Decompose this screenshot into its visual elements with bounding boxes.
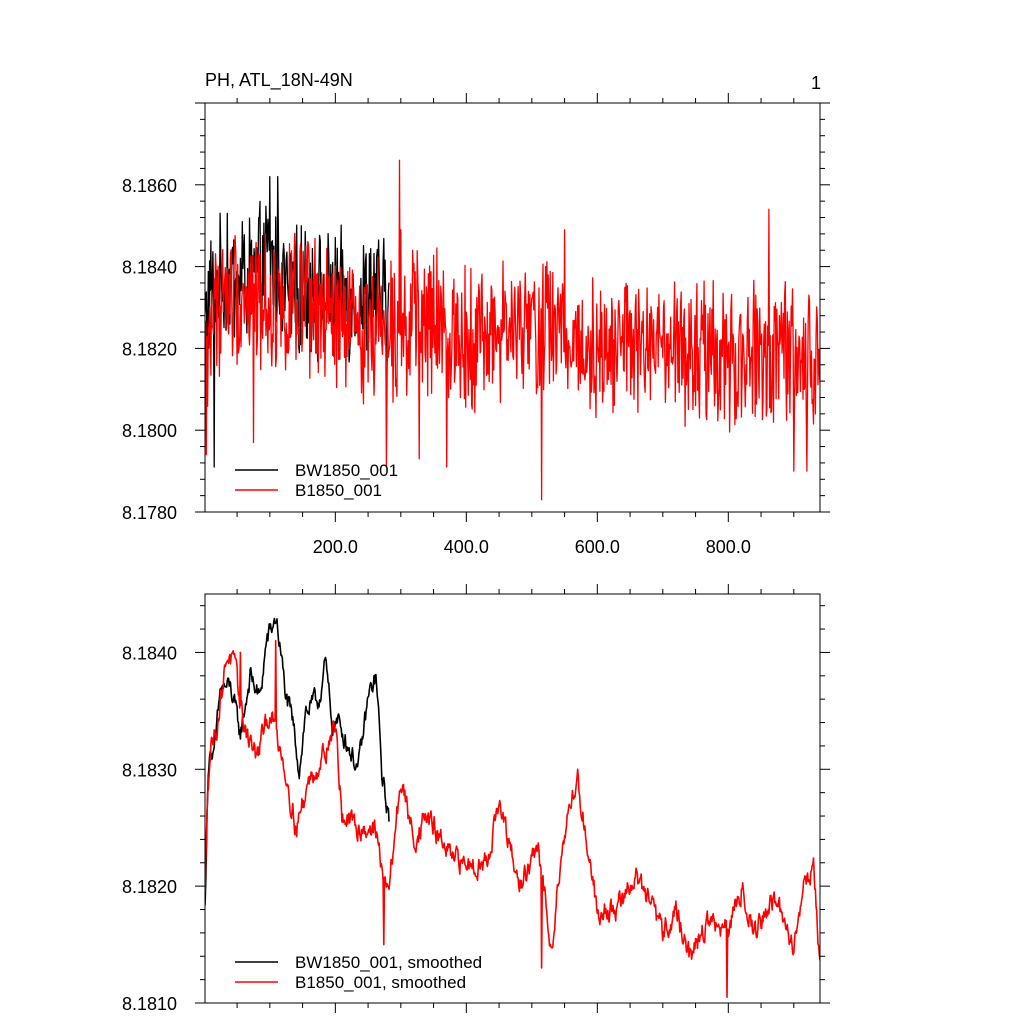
series-lines xyxy=(205,617,820,998)
y-tick-label: 8.1860 xyxy=(122,176,177,196)
x-tick-label: 400.0 xyxy=(444,537,489,557)
plot-frame xyxy=(204,593,821,1004)
series-lines xyxy=(205,159,820,501)
y-tick-label: 8.1800 xyxy=(122,421,177,441)
y-tick-label: 8.1820 xyxy=(122,339,177,359)
chart-title: PH, ATL_18N-49N xyxy=(205,70,353,91)
y-tick-label: 8.1780 xyxy=(122,503,177,523)
legend-label: BW1850_001 xyxy=(295,461,398,480)
y-tick-label: 8.1840 xyxy=(122,643,177,663)
panel-label: 1 xyxy=(811,73,821,93)
y-tick-label: 8.1840 xyxy=(122,258,177,278)
top-plot-area: 200.0 400.0 600.0 800.0 8.1780 8.1800 8.1820 8.… xyxy=(122,93,830,557)
x-tick-label: 200.0 xyxy=(313,537,358,557)
y-tick-label: 8.1810 xyxy=(122,994,177,1014)
series-line-b1850 xyxy=(205,639,820,998)
x-tick-label: 600.0 xyxy=(575,537,620,557)
top-panel: PH, ATL_18N-49N 1 200.0 400.0 600.0 800.0 8.… xyxy=(122,70,830,557)
legend-label: B1850_001 xyxy=(295,481,382,500)
plot-frame xyxy=(204,102,821,513)
series-line-b1850 xyxy=(205,159,820,501)
y-tick-label: 8.1820 xyxy=(122,877,177,897)
legend-label: BW1850_001, smoothed xyxy=(295,953,482,972)
bottom-panel: 8.1810 8.1820 8.1830 8.1840 BW1850_001, smoo… xyxy=(122,584,830,1014)
legend-label: B1850_001, smoothed xyxy=(295,973,466,992)
series-line-bw1850 xyxy=(205,617,390,906)
y-tick-label: 8.1830 xyxy=(122,760,177,780)
bottom-plot-area: 8.1810 8.1820 8.1830 8.1840 BW1850_001, smoo… xyxy=(122,584,830,1014)
x-tick-label: 800.0 xyxy=(706,537,751,557)
